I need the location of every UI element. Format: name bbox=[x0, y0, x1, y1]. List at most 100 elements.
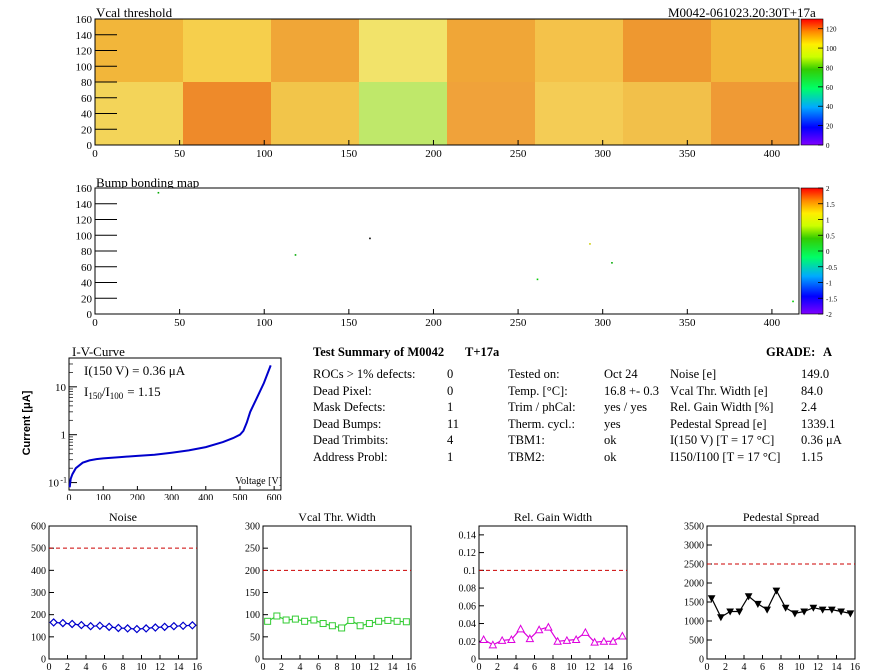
summary-label: Noise [e] bbox=[670, 367, 717, 381]
x-tick-label: 200 bbox=[425, 317, 442, 329]
small-x-tick-label: 12 bbox=[585, 662, 595, 672]
scale-tick-label: -1 bbox=[826, 280, 832, 288]
y-tick-label: 40 bbox=[81, 278, 93, 290]
x-tick-label: 200 bbox=[425, 148, 442, 160]
y-tick-label: 20 bbox=[81, 293, 93, 305]
summary-label: Tested on: bbox=[508, 367, 560, 381]
y-tick-label: 160 bbox=[76, 183, 93, 195]
scale-tick-label: 40 bbox=[826, 103, 834, 111]
vcal-roc-tile bbox=[359, 82, 448, 145]
data-point bbox=[123, 624, 132, 633]
data-point bbox=[763, 606, 771, 614]
small-x-tick-label: 4 bbox=[514, 662, 519, 672]
iv-x-tick-label: 400 bbox=[198, 493, 213, 500]
small-y-tick-label: 400 bbox=[31, 566, 46, 577]
small-x-tick-label: 14 bbox=[174, 662, 184, 672]
data-point bbox=[393, 617, 401, 625]
small-y-tick-label: 1500 bbox=[684, 598, 704, 609]
y-tick-label: 140 bbox=[76, 199, 93, 211]
small-y-tick-label: 0.02 bbox=[459, 637, 477, 648]
summary-label: I150/I100 [T = 17 °C] bbox=[670, 449, 781, 464]
scale-tick-label: 100 bbox=[826, 45, 837, 53]
vcal-roc-tile bbox=[623, 19, 712, 83]
iv-curve-series bbox=[68, 365, 272, 488]
grade-value: A bbox=[823, 345, 833, 359]
x-tick-label: 400 bbox=[764, 317, 781, 329]
small-x-tick-label: 12 bbox=[813, 662, 823, 672]
summary-label: I(150 V) [T = 17 °C] bbox=[670, 433, 775, 448]
small-x-tick-label: 10 bbox=[351, 662, 361, 672]
small-x-tick-label: 12 bbox=[155, 662, 165, 672]
summary-value: 4 bbox=[447, 433, 454, 448]
summary-row: I(150 V) [T = 17 °C] 0.36 μA bbox=[670, 432, 870, 449]
summary-label: TBM2: bbox=[508, 449, 545, 464]
summary-value: ok bbox=[604, 433, 617, 448]
data-point bbox=[608, 636, 618, 645]
iv-y-tick-label: 10 bbox=[48, 478, 60, 490]
summary-label: Dead Trimbits: bbox=[313, 433, 389, 448]
vcal-roc-tile bbox=[447, 19, 536, 83]
data-point bbox=[781, 604, 790, 612]
data-point bbox=[356, 622, 364, 630]
summary-row: ROCs > 1% defects: 0 bbox=[313, 366, 463, 383]
x-tick-label: 250 bbox=[510, 148, 527, 160]
data-point bbox=[49, 618, 58, 627]
data-point bbox=[772, 587, 781, 595]
x-tick-label: 400 bbox=[764, 148, 781, 160]
small-y-tick-label: 0.06 bbox=[459, 601, 477, 612]
x-tick-label: 350 bbox=[679, 148, 696, 160]
summary-row: Therm. cycl.: yes bbox=[508, 416, 668, 433]
scale-tick-label: 0 bbox=[826, 142, 830, 150]
data-point bbox=[141, 624, 151, 633]
small-x-tick-label: 16 bbox=[406, 662, 416, 672]
data-point bbox=[319, 620, 327, 628]
bump-color-scale bbox=[801, 188, 823, 314]
data-point bbox=[301, 617, 309, 625]
summary-value: 1339.1 bbox=[801, 416, 836, 431]
small-y-tick-label: 300 bbox=[245, 522, 260, 533]
small-y-tick-label: 0 bbox=[471, 655, 476, 666]
small-x-tick-label: 2 bbox=[65, 662, 70, 672]
data-point bbox=[707, 595, 716, 603]
summary-value: 0 bbox=[447, 383, 454, 398]
data-point bbox=[744, 593, 753, 601]
bump-defect-point bbox=[294, 254, 297, 256]
summary-row: Dead Bumps: 11 bbox=[313, 416, 463, 433]
small-y-tick-label: 0.1 bbox=[464, 566, 477, 577]
small-x-tick-label: 4 bbox=[298, 662, 303, 672]
y-tick-label: 100 bbox=[76, 230, 93, 242]
data-point bbox=[488, 640, 498, 649]
small-y-tick-label: 0.04 bbox=[459, 619, 477, 630]
vcal-roc-tile bbox=[711, 19, 800, 83]
data-point bbox=[800, 608, 808, 616]
bump-defect-point bbox=[611, 262, 613, 264]
small-y-tick-label: 300 bbox=[31, 588, 46, 599]
small-x-tick-label: 10 bbox=[795, 662, 805, 672]
summary-value: 2.4 bbox=[801, 400, 817, 415]
data-point bbox=[402, 618, 410, 626]
small-x-tick-label: 10 bbox=[567, 662, 577, 672]
summary-row: TBM2: ok bbox=[508, 449, 668, 466]
summary-value: yes bbox=[604, 416, 621, 431]
gain-width-plot: Rel. Gain Width 0 0.02 0.04 0.06 0.08 0.1 0.12 0… bbox=[459, 510, 633, 672]
small-x-tick-label: 6 bbox=[532, 662, 537, 672]
summary-row: TBM1: ok bbox=[508, 432, 668, 449]
summary-value: 0.36 μA bbox=[801, 433, 842, 448]
small-plot-title: Pedestal Spread bbox=[743, 510, 819, 524]
data-point bbox=[818, 606, 827, 614]
data-point bbox=[516, 624, 525, 633]
vcal-roc-tile bbox=[623, 82, 712, 145]
data-point bbox=[618, 631, 627, 640]
small-x-tick-label: 16 bbox=[622, 662, 632, 672]
small-x-tick-label: 8 bbox=[121, 662, 126, 672]
small-y-tick-label: 3000 bbox=[684, 541, 704, 552]
summary-value: 1 bbox=[447, 400, 454, 415]
summary-row: I150/I100 [T = 17 °C] 1.15 bbox=[670, 449, 870, 466]
scale-tick-label: 1.5 bbox=[826, 201, 835, 209]
small-y-tick-label: 0.12 bbox=[459, 548, 477, 559]
x-tick-label: 0 bbox=[92, 317, 98, 329]
summary-label: Therm. cycl.: bbox=[508, 416, 575, 431]
summary-value: 11 bbox=[447, 416, 460, 431]
